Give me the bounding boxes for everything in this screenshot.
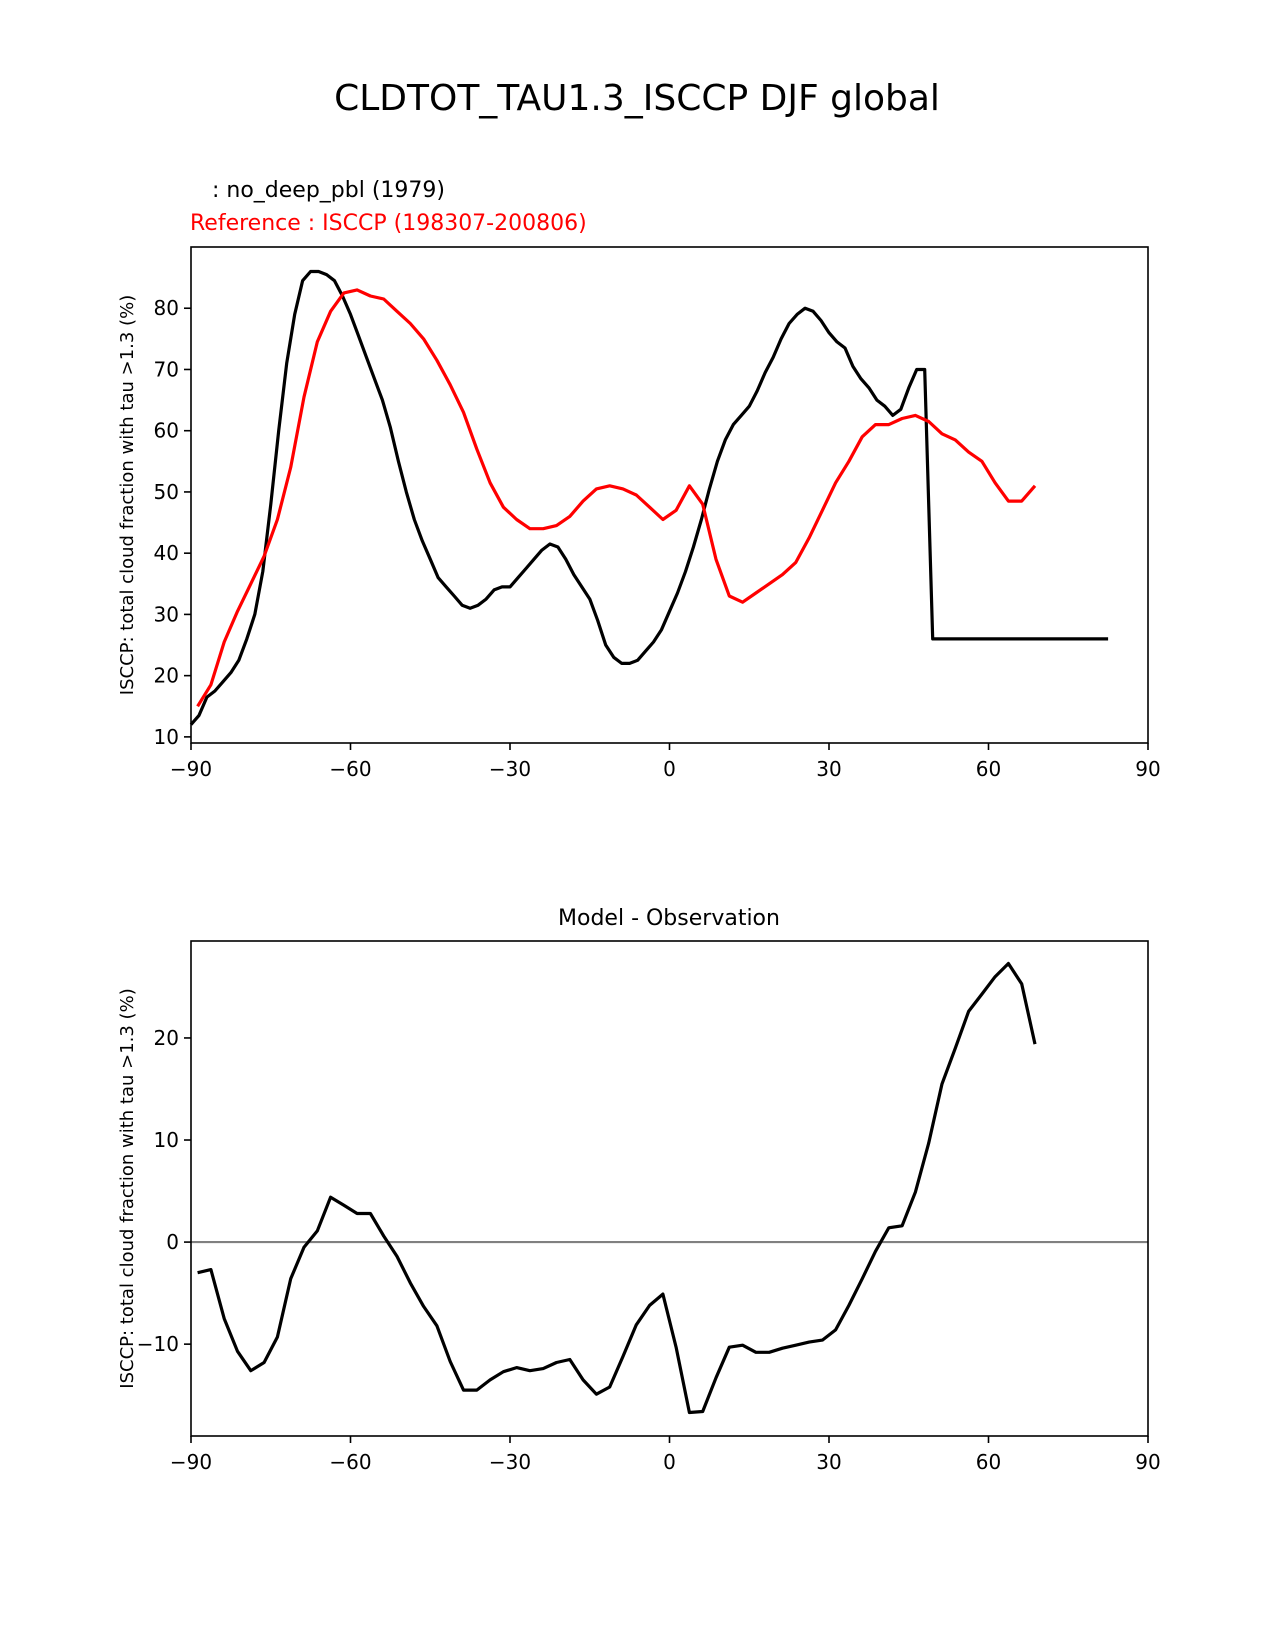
y-tick-label: 40 [154,541,179,565]
x-tick-label: 60 [976,1450,1001,1474]
y-tick-label: −10 [137,1332,179,1356]
y-tick-label: 20 [154,664,179,688]
x-tick-label: 30 [816,757,841,781]
x-tick-label: −30 [489,1450,531,1474]
x-tick-label: 90 [1135,757,1160,781]
y-tick-label: 30 [154,602,179,626]
x-tick-label: −60 [329,1450,371,1474]
y-tick-label: 50 [154,480,179,504]
series-line-test [189,269,1109,726]
reference-label: Reference : ISCCP (198307-200806) [190,211,587,236]
x-tick-label: 0 [663,1450,676,1474]
x-tick-label: 30 [816,1450,841,1474]
y-tick-label: 20 [154,1026,179,1050]
series-line-reference [196,288,1037,708]
y-tick-label: 10 [154,1128,179,1152]
diff-panel-title: Model - Observation [558,906,780,931]
x-tick-label: 0 [663,757,676,781]
y-tick-label: 60 [154,419,179,443]
x-tick-label: 60 [976,757,1001,781]
figure-title: CLDTOT_TAU1.3_ISCCP DJF global [334,78,940,119]
y-axis-label: ISCCP: total cloud fraction with tau >1.… [117,295,138,695]
series-line-diff [197,961,1037,1415]
y-tick-label: 0 [166,1230,179,1254]
x-tick-label: 90 [1135,1450,1160,1474]
y-tick-label: 70 [154,357,179,381]
axes-frame [190,940,1149,1437]
y-tick-label: 10 [154,725,179,749]
top-panel: −90 −60 −30 0 30 60 90 10 20 30 40 50 60 70 80 ISCCP: t… [117,246,1161,781]
x-tick-label: −90 [170,1450,212,1474]
x-tick-label: −30 [489,757,531,781]
y-tick-label: 80 [154,296,179,320]
x-tick-label: −60 [329,757,371,781]
x-tick-label: −90 [170,757,212,781]
y-axis-label: ISCCP: total cloud fraction with tau >1.… [117,988,138,1388]
test-label: : no_deep_pbl (1979) [205,178,445,203]
diff-panel: −90 −60 −30 0 30 60 90 −10 0 10 20 ISCCP: total clo… [117,940,1161,1474]
